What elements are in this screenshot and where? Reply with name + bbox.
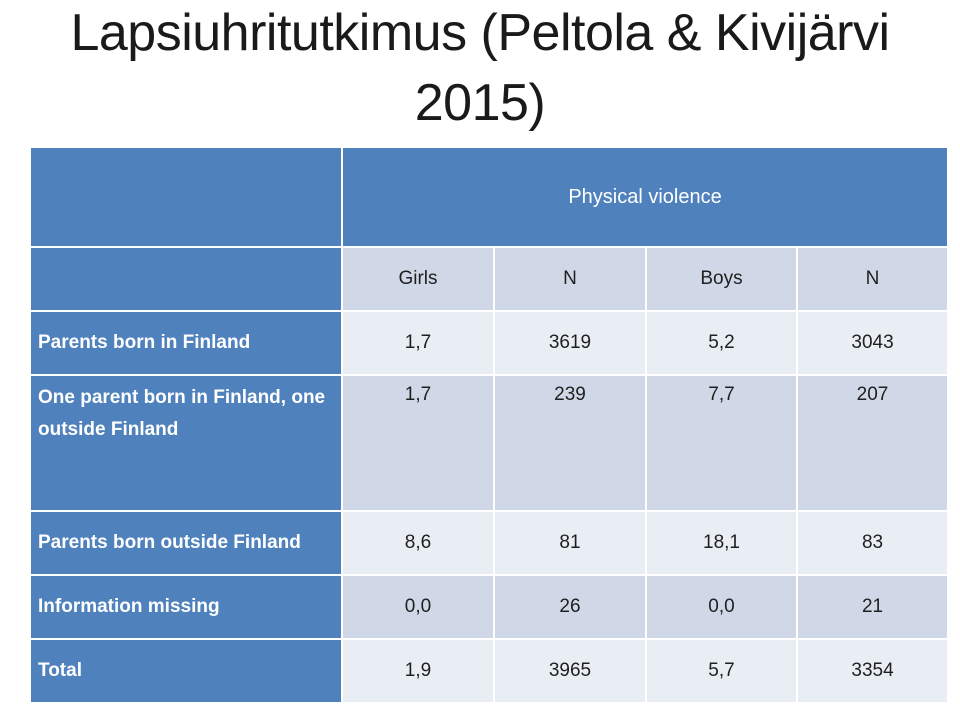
row-label: Information missing bbox=[29, 574, 343, 640]
cell-n-girls: 3619 bbox=[493, 310, 647, 376]
cell-girls: 1,7 bbox=[341, 374, 495, 512]
cell-n-girls: 81 bbox=[493, 510, 647, 576]
cell-girls: 1,9 bbox=[341, 638, 495, 704]
cell-girls: 1,7 bbox=[341, 310, 495, 376]
slide-title-line1: Lapsiuhritutkimus (Peltola & Kivijärvi bbox=[70, 4, 890, 62]
table-row: Parents born outside Finland 8,6 81 18,1… bbox=[29, 510, 950, 576]
table-row: Information missing 0,0 26 0,0 21 bbox=[29, 574, 950, 640]
row-label: Parents born in Finland bbox=[29, 310, 343, 376]
column-header-girls: Girls bbox=[341, 246, 495, 312]
table-subheader-row: Girls N Boys N bbox=[29, 246, 950, 312]
column-header-n-boys: N bbox=[795, 246, 950, 312]
cell-n-boys: 3043 bbox=[795, 310, 950, 376]
row-label: One parent born in Finland, one outside … bbox=[29, 374, 343, 512]
cell-boys: 5,2 bbox=[645, 310, 798, 376]
row-label: Parents born outside Finland bbox=[29, 510, 343, 576]
table-row: Total 1,9 3965 5,7 3354 bbox=[29, 638, 950, 704]
subheader-empty-cell bbox=[29, 246, 343, 312]
group-header-physical-violence: Physical violence bbox=[340, 146, 950, 248]
cell-girls: 8,6 bbox=[341, 510, 495, 576]
cell-girls: 0,0 bbox=[341, 574, 495, 640]
table-row: Parents born in Finland 1,7 3619 5,2 304… bbox=[29, 310, 950, 376]
row-label: Total bbox=[29, 638, 343, 704]
cell-n-girls: 26 bbox=[493, 574, 647, 640]
cell-n-boys: 83 bbox=[795, 510, 950, 576]
table-row: One parent born in Finland, one outside … bbox=[29, 374, 950, 512]
cell-boys: 7,7 bbox=[645, 374, 798, 512]
cell-n-boys: 3354 bbox=[795, 638, 950, 704]
header-empty-cell bbox=[29, 146, 343, 248]
data-table: Physical violence Girls N Boys N Parents… bbox=[29, 146, 950, 704]
cell-boys: 18,1 bbox=[645, 510, 798, 576]
cell-n-boys: 207 bbox=[795, 374, 950, 512]
column-header-boys: Boys bbox=[645, 246, 798, 312]
cell-n-boys: 21 bbox=[795, 574, 950, 640]
cell-boys: 5,7 bbox=[645, 638, 798, 704]
column-header-n-girls: N bbox=[493, 246, 647, 312]
table-header-row: Physical violence bbox=[29, 146, 950, 248]
slide-title: Lapsiuhritutkimus (Peltola & Kivijärvi 2… bbox=[0, 0, 960, 140]
slide-title-line2: 2015) bbox=[414, 74, 546, 132]
cell-boys: 0,0 bbox=[645, 574, 798, 640]
cell-n-girls: 3965 bbox=[493, 638, 647, 704]
cell-n-girls: 239 bbox=[493, 374, 647, 512]
